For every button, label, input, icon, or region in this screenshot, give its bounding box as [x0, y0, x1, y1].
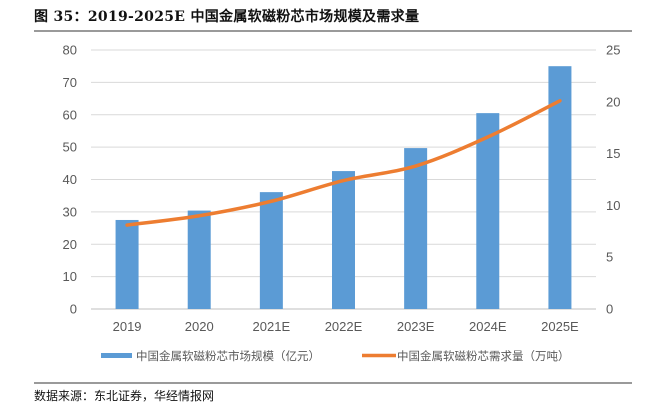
left-axis-tick-label: 20 — [63, 237, 77, 252]
x-axis-tick-label: 2025E — [541, 319, 579, 334]
left-axis-tick-label: 30 — [63, 204, 77, 219]
bar-series — [115, 66, 572, 309]
legend: 中国金属软磁粉芯市场规模（亿元） 中国金属软磁粉芯需求量（万吨） — [101, 349, 570, 363]
left-axis-tick-label: 70 — [63, 75, 77, 90]
line-series — [125, 99, 562, 227]
bar — [404, 148, 428, 309]
right-axis-tick-label: 15 — [606, 146, 620, 161]
bar — [548, 66, 572, 309]
left-axis-tick-label: 40 — [63, 172, 77, 187]
right-axis-tick-label: 5 — [606, 250, 613, 265]
legend-swatch-market-size — [101, 353, 132, 358]
figure-title: 图 35：2019-2025E 中国金属软磁粉芯市场规模及需求量 — [34, 9, 420, 25]
x-axis-tick-label: 2022E — [325, 319, 363, 334]
x-axis-tick-label: 2019 — [113, 319, 142, 334]
left-axis-tick-label: 10 — [63, 269, 77, 284]
combo-chart: 0 10 20 30 40 50 60 70 80 0 5 10 15 20 25 2019 2020 202… — [63, 43, 621, 364]
x-axis-tick-label: 2024E — [469, 319, 507, 334]
left-axis-tick-label: 60 — [63, 107, 77, 122]
right-axis-tick-label: 10 — [606, 198, 620, 213]
source-note: 数据来源：东北证券，华经情报网 — [34, 389, 215, 403]
source-divider — [34, 382, 632, 384]
bar — [187, 210, 211, 309]
x-axis-tick-label: 2023E — [397, 319, 435, 334]
left-axis-tick-label: 0 — [70, 302, 77, 317]
bar — [332, 171, 355, 309]
legend-label-market-size: 中国金属软磁粉芯市场规模（亿元） — [136, 349, 320, 363]
x-axis-tick-label: 2021E — [253, 319, 291, 334]
right-axis-tick-label: 0 — [606, 302, 613, 317]
x-axis-ticks: 2019 2020 2021E 2022E 2023E 2024E 2025E — [113, 319, 579, 334]
bar — [259, 192, 283, 309]
right-axis-tick-label: 25 — [606, 43, 620, 58]
right-axis-tick-label: 20 — [606, 94, 620, 109]
bar — [476, 113, 500, 309]
x-axis-tick-label: 2020 — [185, 319, 214, 334]
bar — [115, 219, 139, 309]
right-axis-ticks: 0 5 10 15 20 25 — [606, 43, 620, 317]
left-axis-ticks: 0 10 20 30 40 50 60 70 80 — [63, 43, 77, 317]
title-divider — [34, 30, 632, 32]
left-axis-tick-label: 50 — [63, 140, 77, 155]
left-axis-tick-label: 80 — [63, 43, 77, 58]
legend-label-demand: 中国金属软磁粉芯需求量（万吨） — [397, 349, 570, 363]
